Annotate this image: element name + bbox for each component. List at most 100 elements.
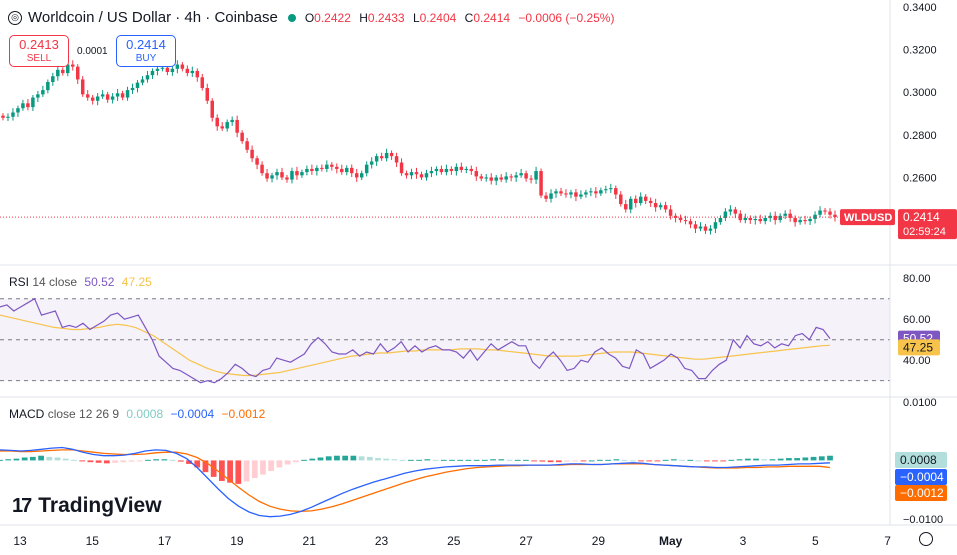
candle-body[interactable] <box>693 224 698 229</box>
sell-button[interactable]: 0.2413 SELL <box>9 35 69 67</box>
price-pane[interactable] <box>0 60 890 235</box>
candle-body[interactable] <box>579 194 583 197</box>
candle-body[interactable] <box>499 177 503 180</box>
candle-body[interactable] <box>698 226 703 229</box>
macd-histogram-bar[interactable] <box>777 458 784 461</box>
macd-histogram-bar[interactable] <box>588 460 595 462</box>
macd-legend[interactable]: MACD close 12 26 9 0.0008 −0.0004 −0.001… <box>9 407 266 421</box>
macd-histogram-bar[interactable] <box>292 460 299 463</box>
macd-histogram-bar[interactable] <box>786 458 792 461</box>
candle-body[interactable] <box>723 211 728 218</box>
candle-body[interactable] <box>803 220 807 222</box>
macd-histogram-bar[interactable] <box>276 460 283 468</box>
macd-histogram-bar[interactable] <box>687 459 694 461</box>
candle-body[interactable] <box>569 192 573 195</box>
candle-body[interactable] <box>41 90 45 95</box>
candle-body[interactable] <box>409 172 414 176</box>
candle-body[interactable] <box>648 200 653 204</box>
candle-body[interactable] <box>325 164 329 169</box>
macd-histogram-bar[interactable] <box>679 459 685 461</box>
candle-body[interactable] <box>564 193 568 195</box>
macd-histogram-bar[interactable] <box>572 460 579 462</box>
candle-body[interactable] <box>330 164 334 167</box>
candle-body[interactable] <box>479 176 484 179</box>
candle-body[interactable] <box>310 168 314 172</box>
macd-histogram-bar[interactable] <box>62 458 69 461</box>
macd-histogram-bar[interactable] <box>465 459 472 461</box>
candle-body[interactable] <box>454 166 459 172</box>
macd-histogram-bar[interactable] <box>449 459 455 461</box>
macd-histogram-bar[interactable] <box>712 460 718 462</box>
macd-histogram-bar[interactable] <box>309 458 316 461</box>
macd-histogram-bar[interactable] <box>227 460 233 483</box>
candle-body[interactable] <box>66 64 70 74</box>
candle-body[interactable] <box>200 77 205 88</box>
candle-body[interactable] <box>773 215 777 221</box>
candle-body[interactable] <box>823 210 827 212</box>
candle-body[interactable] <box>653 203 658 208</box>
candle-body[interactable] <box>220 126 224 129</box>
candle-body[interactable] <box>80 79 85 95</box>
macd-histogram-bar[interactable] <box>350 455 357 461</box>
candle-body[interactable] <box>46 82 50 91</box>
candle-body[interactable] <box>225 122 229 129</box>
candle-body[interactable] <box>414 172 419 175</box>
candle-body[interactable] <box>663 205 668 210</box>
candle-body[interactable] <box>205 87 210 101</box>
macd-histogram-bar[interactable] <box>375 458 381 461</box>
candle-body[interactable] <box>36 94 40 98</box>
macd-histogram-bar[interactable] <box>399 459 406 461</box>
candle-body[interactable] <box>713 222 718 229</box>
macd-histogram-bar[interactable] <box>457 459 464 461</box>
macd-histogram-bar[interactable] <box>128 460 135 462</box>
candle-body[interactable] <box>11 112 15 117</box>
macd-histogram-bar[interactable] <box>383 458 390 461</box>
macd-histogram-bar[interactable] <box>736 459 743 461</box>
candle-body[interactable] <box>165 67 170 72</box>
candle-body[interactable] <box>424 173 429 178</box>
macd-histogram-bar[interactable] <box>243 460 250 482</box>
macd-histogram-bar[interactable] <box>317 457 324 461</box>
candle-body[interactable] <box>808 219 812 222</box>
macd-histogram-bar[interactable] <box>597 459 603 461</box>
candle-body[interactable] <box>85 94 90 98</box>
macd-histogram-bar[interactable] <box>753 458 759 461</box>
macd-histogram-bar[interactable] <box>810 456 817 461</box>
macd-histogram-bar[interactable] <box>432 459 439 461</box>
candle-body[interactable] <box>514 175 518 178</box>
candle-body[interactable] <box>833 214 837 218</box>
candle-body[interactable] <box>469 168 474 172</box>
macd-histogram-bar[interactable] <box>695 460 702 462</box>
candle-body[interactable] <box>125 90 130 98</box>
candle-body[interactable] <box>235 119 239 133</box>
macd-histogram-bar[interactable] <box>260 460 266 475</box>
candle-body[interactable] <box>285 177 289 180</box>
macd-histogram-bar[interactable] <box>646 460 653 462</box>
candle-body[interactable] <box>349 167 354 174</box>
macd-histogram-bar[interactable] <box>358 456 365 461</box>
rsi-pane[interactable] <box>0 297 890 384</box>
candle-body[interactable] <box>195 70 200 78</box>
candle-body[interactable] <box>270 175 274 179</box>
candle-body[interactable] <box>688 221 693 225</box>
macd-histogram-bar[interactable] <box>424 459 431 461</box>
candle-body[interactable] <box>778 215 782 221</box>
macd-pane[interactable] <box>0 446 833 518</box>
macd-histogram-bar[interactable] <box>720 460 727 462</box>
candle-body[interactable] <box>140 79 145 83</box>
macd-histogram-bar[interactable] <box>268 460 275 471</box>
candle-body[interactable] <box>828 211 832 215</box>
macd-histogram-bar[interactable] <box>408 459 414 461</box>
candle-body[interactable] <box>793 217 797 223</box>
candle-body[interactable] <box>768 215 772 218</box>
candle-body[interactable] <box>554 191 558 194</box>
candle-body[interactable] <box>449 168 454 172</box>
macd-histogram-bar[interactable] <box>0 459 3 461</box>
candle-body[interactable] <box>733 209 738 214</box>
candle-body[interactable] <box>504 176 508 180</box>
buy-button[interactable]: 0.2414 BUY <box>116 35 176 67</box>
macd-histogram-bar[interactable] <box>235 460 242 484</box>
candle-body[interactable] <box>584 192 588 195</box>
candle-body[interactable] <box>703 226 708 231</box>
macd-histogram-bar[interactable] <box>670 459 677 461</box>
